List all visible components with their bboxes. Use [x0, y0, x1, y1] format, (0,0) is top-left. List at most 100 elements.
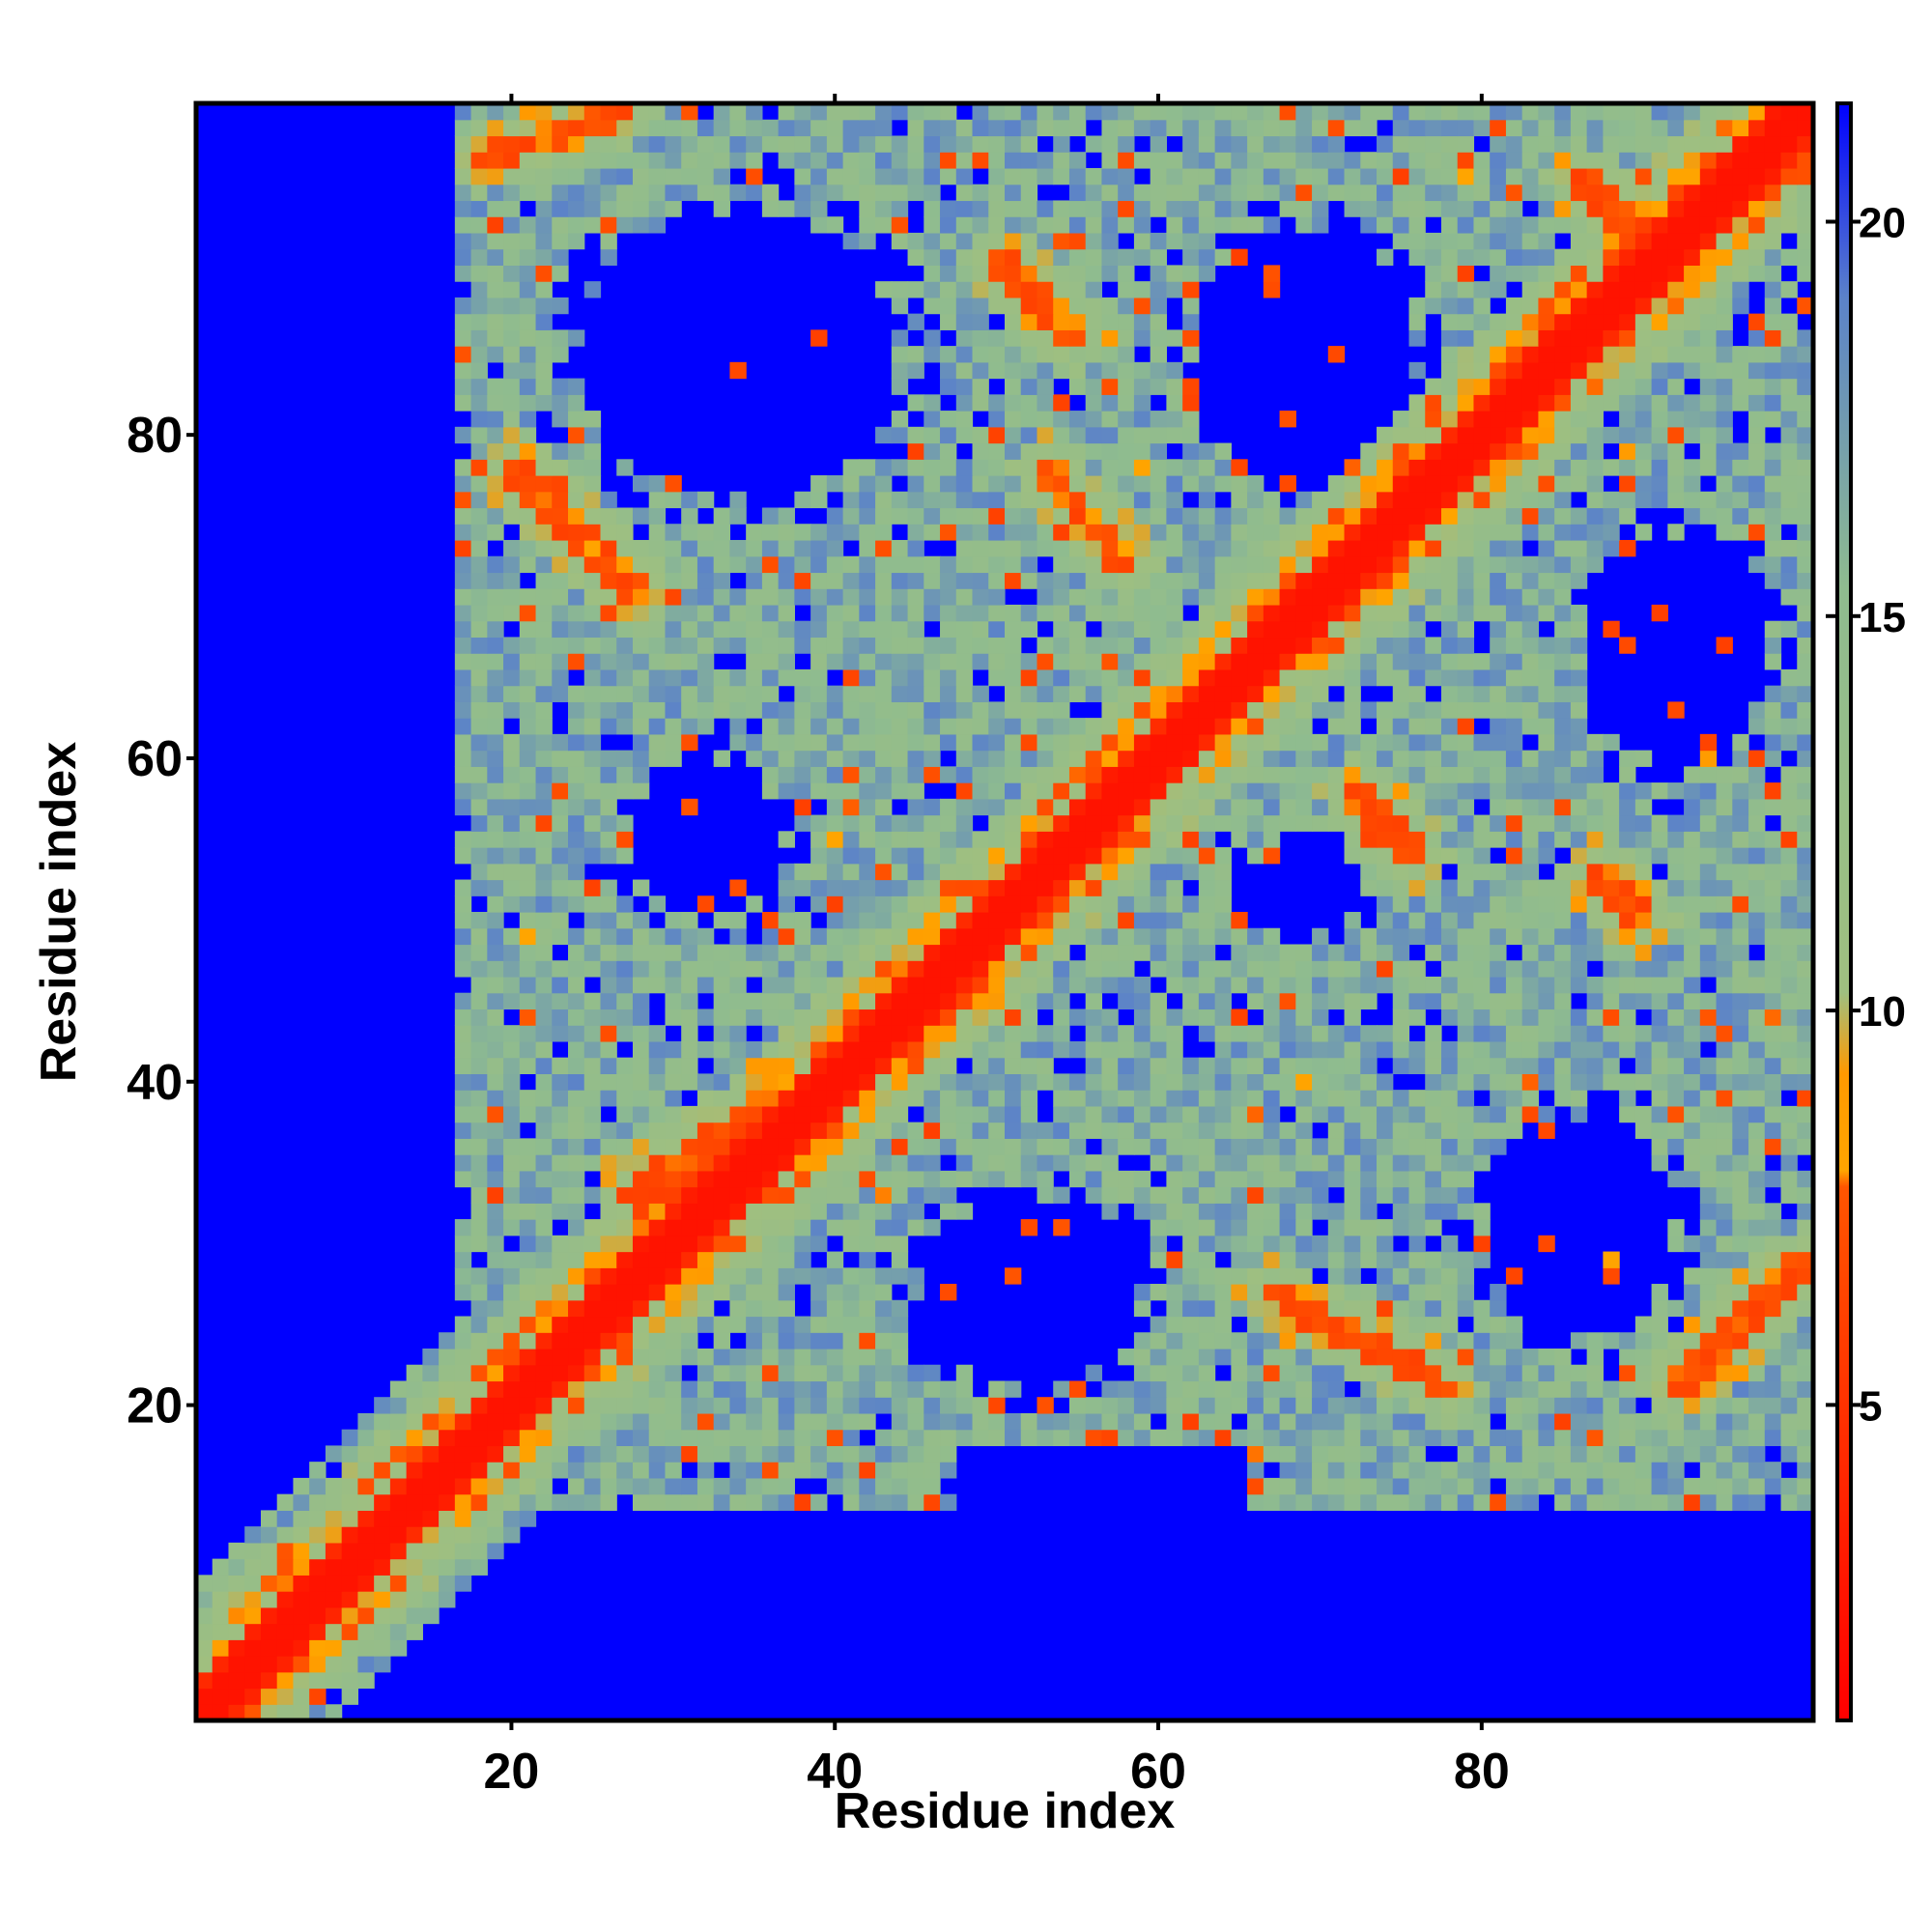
heatmap-cell — [794, 1073, 811, 1091]
heatmap-cell — [648, 1105, 667, 1123]
heatmap-cell — [746, 1397, 763, 1414]
heatmap-cell — [1505, 879, 1523, 896]
heatmap-cell — [1392, 620, 1410, 639]
heatmap-cell — [842, 668, 860, 687]
heatmap-cell — [632, 992, 650, 1010]
heatmap-cell — [196, 1623, 213, 1640]
heatmap-cell — [568, 1219, 585, 1236]
heatmap-cell — [859, 604, 876, 622]
heatmap-cell — [1037, 1025, 1054, 1042]
heatmap-cell — [1505, 555, 1523, 574]
heatmap-cell — [196, 1688, 213, 1705]
heatmap-cell — [1360, 847, 1378, 865]
heatmap-cell — [1505, 426, 1523, 444]
heatmap-cell — [1231, 960, 1248, 978]
heatmap-cell — [1619, 507, 1636, 525]
heatmap-cell — [875, 426, 893, 444]
heatmap-cell — [1425, 555, 1442, 574]
heatmap-cell — [1344, 1412, 1361, 1431]
heatmap-cell — [1797, 1235, 1814, 1253]
heatmap-cell — [1279, 1493, 1296, 1511]
heatmap-cell — [988, 1397, 1006, 1414]
heatmap-cell — [1020, 992, 1038, 1010]
heatmap-cell — [1392, 1412, 1410, 1431]
heatmap-cell — [1457, 491, 1475, 509]
heatmap-cell — [632, 1348, 650, 1366]
heatmap-cell — [552, 766, 569, 783]
heatmap-cell — [1732, 814, 1749, 832]
heatmap-cell — [1247, 1284, 1264, 1301]
heatmap-cell — [1327, 1090, 1346, 1107]
heatmap-cell — [1068, 1397, 1087, 1414]
heatmap-cell — [746, 1348, 763, 1366]
heatmap-cell — [616, 1429, 634, 1447]
heatmap-cell — [1312, 1073, 1329, 1091]
heatmap-cell — [1797, 653, 1814, 670]
heatmap-cell — [470, 572, 488, 589]
heatmap-cell — [276, 1606, 295, 1625]
heatmap-cell — [859, 1235, 876, 1253]
heatmap-cell — [519, 1235, 537, 1253]
heatmap-cell — [1699, 992, 1718, 1010]
heatmap-cell — [244, 1558, 262, 1576]
heatmap-cell — [568, 863, 585, 881]
heatmap-cell — [1263, 1025, 1281, 1042]
heatmap-cell — [535, 1364, 553, 1382]
heatmap-cell — [955, 620, 974, 639]
heatmap-cell — [1344, 539, 1361, 557]
heatmap-cell — [1182, 1154, 1200, 1172]
heatmap-cell — [972, 1122, 989, 1139]
heatmap-cell — [1085, 1105, 1103, 1123]
heatmap-cell — [1085, 879, 1103, 896]
heatmap-cell — [503, 1267, 521, 1285]
heatmap-cell — [746, 1284, 763, 1301]
heatmap-cell — [1797, 426, 1814, 444]
heatmap-cell — [923, 1429, 941, 1447]
heatmap-cell — [1732, 863, 1749, 881]
heatmap-cell — [826, 524, 844, 541]
heatmap-cell — [778, 555, 795, 574]
heatmap-cell — [1377, 814, 1394, 832]
heatmap-cell — [1182, 588, 1200, 606]
heatmap-cell — [583, 1040, 602, 1059]
heatmap-cell — [600, 1186, 617, 1204]
heatmap-cell — [1440, 539, 1459, 557]
heatmap-cell — [454, 1445, 472, 1463]
heatmap-cell — [535, 1445, 553, 1463]
heatmap-cell — [1037, 1040, 1054, 1059]
heatmap-cell — [713, 539, 731, 557]
heatmap-cell — [600, 831, 617, 848]
heatmap-cell — [1570, 1009, 1588, 1026]
heatmap-cell — [1279, 1251, 1296, 1268]
heatmap-cell — [1716, 1267, 1733, 1285]
heatmap-cell — [648, 944, 667, 961]
heatmap-cell — [1085, 475, 1103, 493]
heatmap-cell — [1005, 653, 1022, 670]
heatmap-cell — [1521, 814, 1540, 832]
heatmap-cell — [1344, 1057, 1361, 1074]
heatmap-cell — [1312, 766, 1329, 783]
heatmap-cell — [1101, 1412, 1119, 1431]
heatmap-cell — [1166, 1090, 1183, 1107]
heatmap-cell — [826, 572, 844, 589]
heatmap-cell — [746, 1332, 763, 1350]
heatmap-cell — [1327, 1412, 1346, 1431]
heatmap-cell — [826, 863, 844, 881]
heatmap-cell — [1279, 572, 1296, 589]
heatmap-cell — [568, 798, 585, 816]
heatmap-cell — [1150, 475, 1167, 493]
heatmap-cell — [503, 1073, 521, 1091]
heatmap-cell — [1603, 863, 1620, 881]
heatmap-cell — [1457, 1105, 1475, 1123]
heatmap-cell — [503, 1412, 521, 1431]
heatmap-cell — [988, 814, 1006, 832]
heatmap-cell — [1538, 976, 1555, 994]
heatmap-cell — [503, 1348, 521, 1366]
heatmap-cell — [746, 1477, 763, 1495]
heatmap-cell — [1053, 475, 1070, 493]
heatmap-cell — [583, 1462, 602, 1479]
heatmap-cell — [1748, 1235, 1766, 1253]
heatmap-cell — [1554, 1397, 1572, 1414]
heatmap-cell — [341, 1688, 358, 1705]
heatmap-cell — [891, 1009, 909, 1026]
